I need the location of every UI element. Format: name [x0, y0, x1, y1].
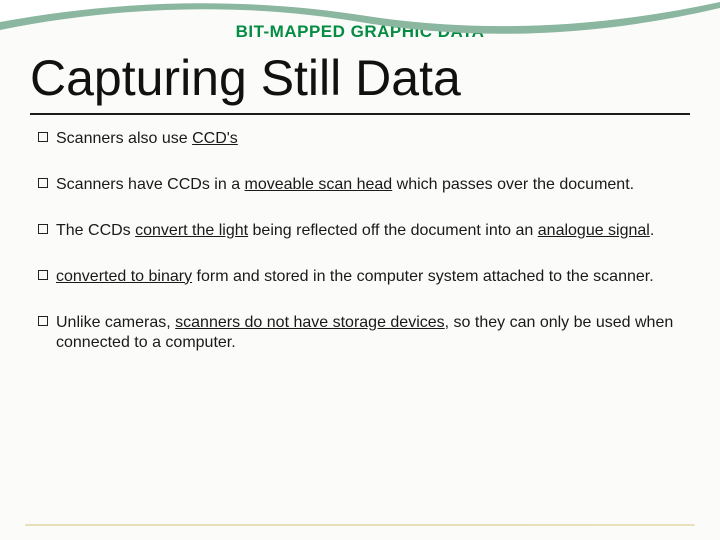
- underlined-term: analogue signal: [538, 222, 650, 239]
- bullet-box-icon: [38, 132, 48, 142]
- footer-rule: [25, 524, 695, 526]
- bullet-item: The CCDs convert the light being reflect…: [38, 221, 682, 241]
- underlined-term: scanners do not have storage devices: [175, 314, 445, 331]
- bullet-box-icon: [38, 224, 48, 234]
- underlined-term: converted to binary: [56, 268, 192, 285]
- bullet-box-icon: [38, 178, 48, 188]
- underlined-term: CCD's: [192, 130, 238, 147]
- underlined-term: moveable scan head: [245, 176, 393, 193]
- bullet-text: Scanners also use CCD's: [56, 130, 238, 147]
- underlined-term: convert the light: [135, 222, 248, 239]
- bullet-text: Unlike cameras, scanners do not have sto…: [56, 314, 673, 351]
- bullet-item: Scanners also use CCD's: [38, 129, 682, 149]
- bullet-item: converted to binary form and stored in t…: [38, 267, 682, 287]
- bullet-text: The CCDs convert the light being reflect…: [56, 222, 654, 239]
- slide-title: Capturing Still Data: [0, 42, 720, 113]
- bullet-item: Scanners have CCDs in a moveable scan he…: [38, 175, 682, 195]
- bullet-text: Scanners have CCDs in a moveable scan he…: [56, 176, 634, 193]
- bullet-box-icon: [38, 316, 48, 326]
- bullet-text: converted to binary form and stored in t…: [56, 268, 654, 285]
- page-header: BIT-MAPPED GRAPHIC DATA: [0, 0, 720, 42]
- title-underline: [30, 113, 690, 115]
- bullet-item: Unlike cameras, scanners do not have sto…: [38, 313, 682, 353]
- bullet-box-icon: [38, 270, 48, 280]
- body-content: Scanners also use CCD's Scanners have CCD…: [0, 129, 720, 353]
